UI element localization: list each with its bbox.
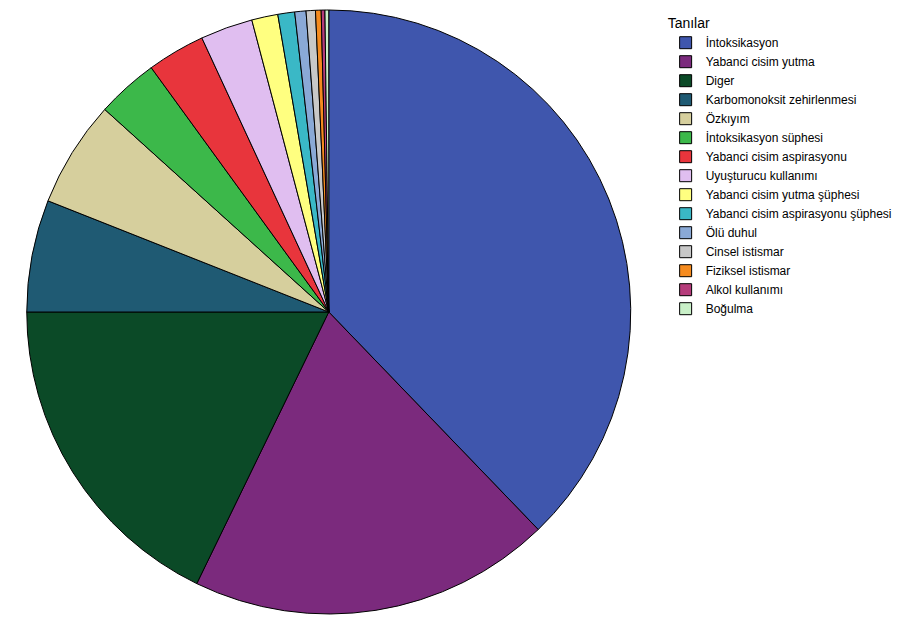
svg-text:Karbomonoksit zehirlenmesi: Karbomonoksit zehirlenmesi: [706, 93, 857, 107]
svg-text:Ölü duhul: Ölü duhul: [706, 226, 757, 240]
svg-text:İntoksikasyon süphesi: İntoksikasyon süphesi: [706, 131, 823, 145]
svg-text:Cinsel istismar: Cinsel istismar: [706, 245, 784, 259]
svg-text:Yabanci cisim yutma: Yabanci cisim yutma: [706, 55, 815, 69]
svg-text:İntoksikasyon: İntoksikasyon: [706, 36, 779, 50]
svg-text:Uyuşturucu kullanımı: Uyuşturucu kullanımı: [706, 169, 818, 183]
svg-text:Özkıyım: Özkıyım: [706, 112, 750, 126]
svg-text:Diger: Diger: [706, 74, 735, 88]
svg-text:Fiziksel istismar: Fiziksel istismar: [706, 264, 791, 278]
svg-text:Yabanci cisim yutma şüphesi: Yabanci cisim yutma şüphesi: [706, 188, 860, 202]
svg-text:Boğulma: Boğulma: [706, 302, 754, 316]
svg-text:Alkol kullanımı: Alkol kullanımı: [706, 283, 783, 297]
svg-text:Yabanci cisim aspirasyonu şüph: Yabanci cisim aspirasyonu şüphesi: [706, 207, 892, 221]
svg-text:Yabanci cisim aspirasyonu: Yabanci cisim aspirasyonu: [706, 150, 847, 164]
svg-text:Tanılar: Tanılar: [668, 15, 710, 31]
